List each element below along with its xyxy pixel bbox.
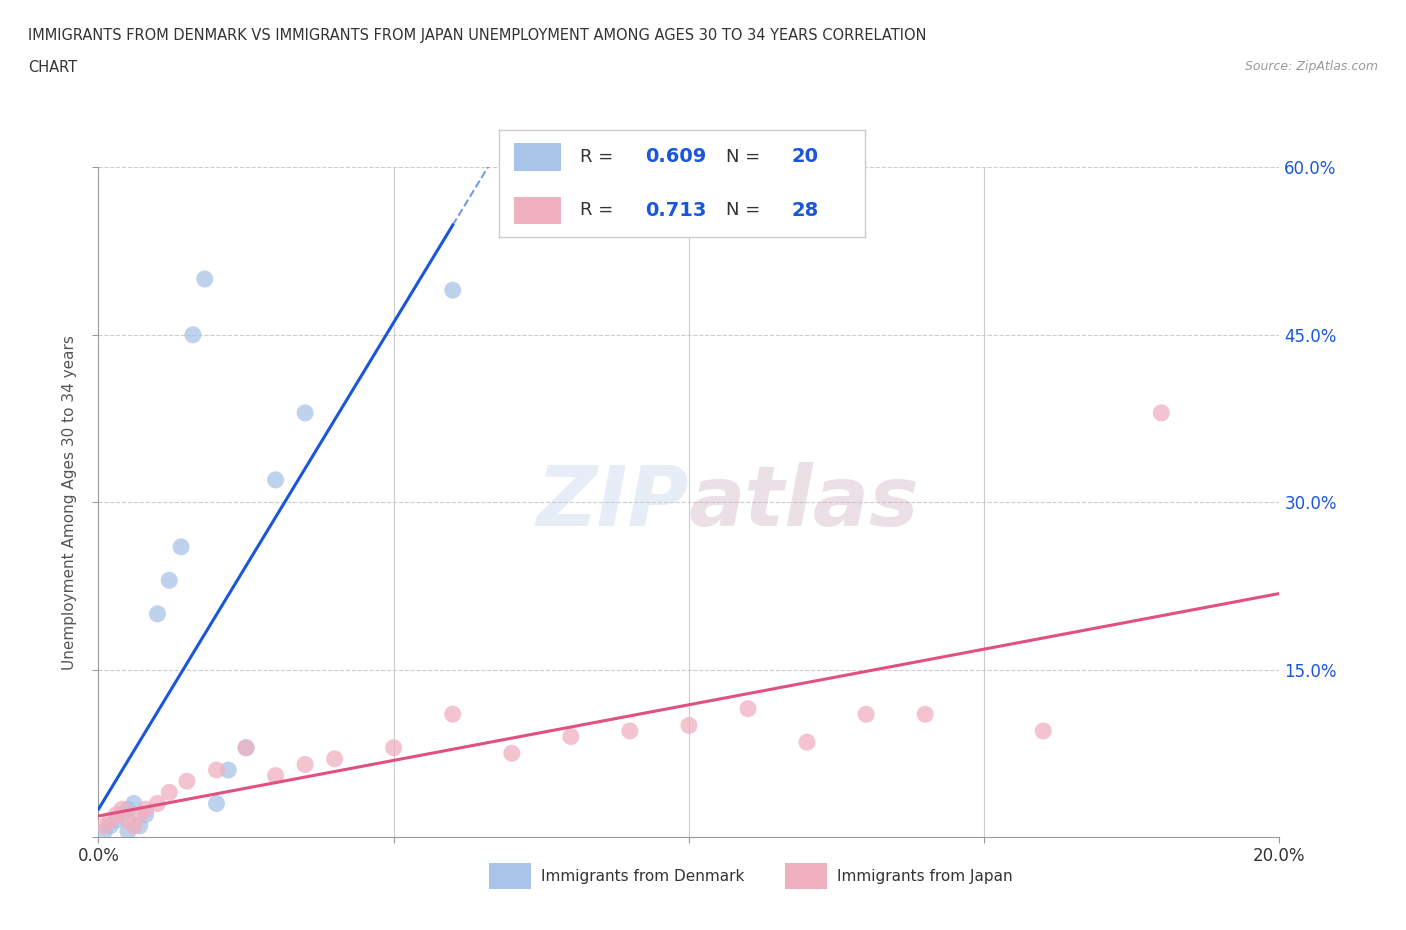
Point	[117, 824, 139, 839]
Point	[796, 735, 818, 750]
Point	[105, 807, 128, 822]
Text: Immigrants from Denmark: Immigrants from Denmark	[541, 869, 745, 883]
Point	[323, 751, 346, 766]
Text: Source: ZipAtlas.com: Source: ZipAtlas.com	[1244, 60, 1378, 73]
Point	[98, 818, 121, 833]
Point	[105, 813, 128, 828]
Point	[122, 796, 145, 811]
FancyBboxPatch shape	[513, 196, 561, 224]
Point	[176, 774, 198, 789]
Point	[294, 405, 316, 420]
Text: 28: 28	[792, 201, 818, 219]
Text: N =: N =	[725, 202, 766, 219]
Point	[117, 802, 139, 817]
Text: N =: N =	[725, 148, 766, 166]
Point	[170, 539, 193, 554]
Point	[146, 606, 169, 621]
Point	[441, 707, 464, 722]
Point	[235, 740, 257, 755]
Text: 0.713: 0.713	[645, 201, 707, 219]
Point	[235, 740, 257, 755]
Text: 0.609: 0.609	[645, 148, 707, 166]
Point	[205, 796, 228, 811]
Point	[294, 757, 316, 772]
Point	[122, 818, 145, 833]
Point	[146, 796, 169, 811]
Point	[501, 746, 523, 761]
Point	[93, 818, 115, 833]
Point	[93, 824, 115, 839]
Text: atlas: atlas	[689, 461, 920, 543]
Point	[117, 813, 139, 828]
Point	[560, 729, 582, 744]
Point	[194, 272, 217, 286]
Point	[135, 802, 157, 817]
Point	[157, 573, 180, 588]
Point	[111, 807, 134, 822]
Text: IMMIGRANTS FROM DENMARK VS IMMIGRANTS FROM JAPAN UNEMPLOYMENT AMONG AGES 30 TO 3: IMMIGRANTS FROM DENMARK VS IMMIGRANTS FR…	[28, 28, 927, 43]
Point	[1150, 405, 1173, 420]
Point	[678, 718, 700, 733]
Point	[157, 785, 180, 800]
Point	[98, 813, 121, 828]
Point	[619, 724, 641, 738]
Point	[181, 327, 204, 342]
Point	[737, 701, 759, 716]
Point	[855, 707, 877, 722]
Text: CHART: CHART	[28, 60, 77, 75]
Point	[128, 818, 150, 833]
Text: 20: 20	[792, 148, 818, 166]
Text: ZIP: ZIP	[536, 461, 689, 543]
Text: R =: R =	[579, 202, 624, 219]
Point	[914, 707, 936, 722]
Point	[382, 740, 405, 755]
Point	[217, 763, 239, 777]
Point	[264, 472, 287, 487]
FancyBboxPatch shape	[513, 143, 561, 171]
Point	[128, 807, 150, 822]
Point	[111, 802, 134, 817]
Point	[205, 763, 228, 777]
Point	[264, 768, 287, 783]
Text: Immigrants from Japan: Immigrants from Japan	[837, 869, 1012, 883]
Point	[441, 283, 464, 298]
Text: R =: R =	[579, 148, 619, 166]
Y-axis label: Unemployment Among Ages 30 to 34 years: Unemployment Among Ages 30 to 34 years	[62, 335, 77, 670]
Point	[1032, 724, 1054, 738]
Point	[135, 807, 157, 822]
